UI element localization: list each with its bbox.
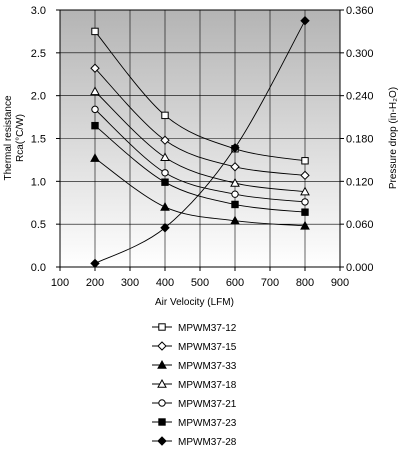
data-point-mpwm37-23 bbox=[161, 178, 169, 186]
data-point-mpwm37-33 bbox=[90, 153, 100, 162]
series-line-mpwm37-18 bbox=[94, 91, 306, 193]
y-left-tick-label: 1.0 bbox=[31, 176, 46, 188]
series-mpwm37-33 bbox=[90, 153, 310, 230]
data-point-mpwm37-33 bbox=[230, 215, 240, 225]
legend-item-mpwm37-12: MPWM37-12 bbox=[152, 323, 237, 334]
data-point-mpwm37-33 bbox=[300, 220, 310, 230]
legend-marker bbox=[157, 359, 167, 369]
data-point-mpwm37-28 bbox=[300, 16, 310, 26]
data-point-mpwm37-18 bbox=[160, 152, 170, 162]
data-point-mpwm37-23 bbox=[91, 121, 99, 130]
data-point-mpwm37-21 bbox=[161, 169, 169, 177]
data-point-mpwm37-18 bbox=[300, 186, 310, 196]
series-line-mpwm37-28 bbox=[94, 20, 306, 264]
x-axis-title: Air Velocity (LFM) bbox=[155, 297, 234, 308]
y-right-tick-label: 0.120 bbox=[346, 176, 374, 188]
series-mpwm37-15 bbox=[90, 63, 310, 181]
legend-item-mpwm37-15: MPWM37-15 bbox=[152, 341, 237, 353]
legend-marker bbox=[158, 323, 166, 331]
legend: MPWM37-12 MPWM37-15 MPWM37-33 MPWM37-18 MPWM… bbox=[152, 323, 237, 448]
y-axis-left-title-line2: Rca(°C/W) bbox=[15, 114, 26, 162]
y-right-tick-label: 0.180 bbox=[346, 134, 374, 146]
legend-label: MPWM37-23 bbox=[178, 418, 237, 429]
y-axis-right-title: Pressure drop (in-H₂O) bbox=[388, 87, 399, 189]
data-point-mpwm37-15 bbox=[300, 170, 310, 181]
x-tick-label: 700 bbox=[261, 277, 279, 289]
legend-marker bbox=[157, 436, 167, 446]
series-layer bbox=[90, 16, 310, 269]
legend-marker bbox=[158, 418, 166, 426]
legend-label: MPWM37-18 bbox=[178, 380, 237, 391]
y-right-tick-label: 0.060 bbox=[346, 219, 374, 231]
y-left-tick-label: 3.0 bbox=[31, 5, 46, 17]
series-line-mpwm37-23 bbox=[94, 125, 306, 213]
legend-item-mpwm37-21: MPWM37-21 bbox=[152, 399, 237, 410]
legend-label: MPWM37-12 bbox=[178, 323, 237, 334]
x-tick-label: 300 bbox=[121, 277, 139, 289]
data-point-mpwm37-28 bbox=[230, 143, 240, 153]
x-tick-label: 100 bbox=[51, 277, 69, 289]
y-left-tick-label: 1.5 bbox=[31, 134, 46, 146]
y-left-tick-label: 0.5 bbox=[31, 219, 46, 231]
legend-label: MPWM37-15 bbox=[178, 342, 237, 353]
legend-marker bbox=[157, 341, 167, 351]
x-tick-label: 900 bbox=[331, 277, 349, 289]
legend-label: MPWM37-28 bbox=[178, 437, 237, 448]
data-point-mpwm37-15 bbox=[230, 162, 240, 172]
x-tick-label: 200 bbox=[86, 277, 104, 289]
data-point-mpwm37-21 bbox=[231, 190, 239, 198]
legend-item-mpwm37-18: MPWM37-18 bbox=[152, 378, 237, 391]
legend-marker bbox=[157, 378, 167, 388]
series-mpwm37-18 bbox=[90, 86, 310, 196]
legend-item-mpwm37-23: MPWM37-23 bbox=[152, 418, 237, 429]
data-point-mpwm37-28 bbox=[160, 223, 170, 233]
legend-marker bbox=[158, 399, 166, 407]
data-point-mpwm37-18 bbox=[90, 86, 100, 96]
data-point-mpwm37-23 bbox=[301, 208, 309, 216]
y-left-tick-label: 2.5 bbox=[31, 48, 46, 60]
data-point-mpwm37-12 bbox=[301, 157, 309, 165]
legend-item-mpwm37-28: MPWM37-28 bbox=[152, 436, 237, 448]
data-point-mpwm37-23 bbox=[231, 200, 239, 209]
data-point-mpwm37-33 bbox=[160, 202, 170, 211]
data-point-mpwm37-15 bbox=[160, 135, 170, 145]
data-point-mpwm37-12 bbox=[91, 27, 99, 36]
y-left-tick-label: 0.0 bbox=[31, 262, 46, 274]
y-left-tick-label: 2.0 bbox=[31, 91, 46, 103]
series-mpwm37-28 bbox=[90, 16, 310, 269]
y-right-tick-label: 0.240 bbox=[346, 91, 374, 103]
series-mpwm37-23 bbox=[91, 121, 309, 216]
series-line-mpwm37-21 bbox=[94, 109, 306, 203]
series-line-mpwm37-12 bbox=[94, 31, 306, 162]
data-point-mpwm37-21 bbox=[91, 105, 99, 114]
x-tick-label: 600 bbox=[226, 277, 244, 289]
y-right-tick-label: 0.000 bbox=[346, 262, 374, 274]
x-tick-label: 400 bbox=[156, 277, 174, 289]
data-point-mpwm37-12 bbox=[161, 111, 169, 120]
series-line-mpwm37-15 bbox=[94, 67, 306, 176]
x-tick-label: 500 bbox=[191, 277, 209, 289]
data-point-mpwm37-15 bbox=[90, 63, 100, 73]
axes: 100 200 300 400 500 600 700 800 900 0.0 0.5 1.0 1.5 2… bbox=[31, 5, 374, 289]
y-right-tick-label: 0.300 bbox=[346, 48, 374, 60]
y-axis-left-title-line1: Thermal resistance bbox=[3, 95, 14, 180]
data-point-mpwm37-18 bbox=[230, 178, 240, 187]
legend-label: MPWM37-21 bbox=[178, 399, 237, 410]
legend-label: MPWM37-33 bbox=[178, 361, 237, 372]
legend-item-mpwm37-33: MPWM37-33 bbox=[152, 359, 237, 372]
y-right-tick-label: 0.360 bbox=[346, 5, 374, 17]
series-line-mpwm37-33 bbox=[94, 157, 306, 227]
series-mpwm37-21 bbox=[91, 105, 309, 206]
data-point-mpwm37-21 bbox=[301, 198, 309, 206]
x-tick-label: 800 bbox=[296, 277, 314, 289]
